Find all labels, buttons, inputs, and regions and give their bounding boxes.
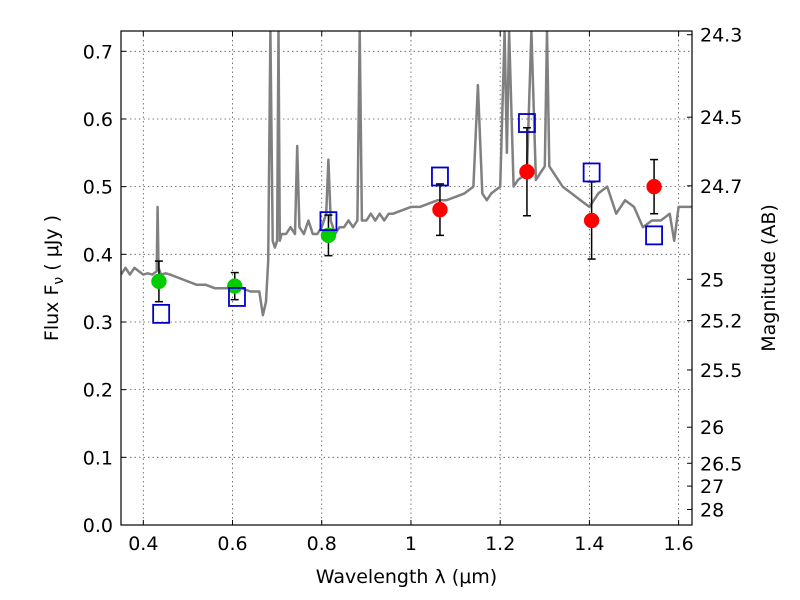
data-markers [151,113,663,324]
x-axis-label: Wavelength λ (μm) [316,566,497,588]
data-point-circle [320,227,337,244]
plot-frame [120,30,693,526]
data-point-circle [227,278,243,294]
y-axis-label-unit: ( μJy ) [41,215,63,277]
y2-tick-label: 24.3 [700,25,742,47]
x-tick-label: 1.4 [574,533,604,555]
y2-axis-label: Magnitude (AB) [758,204,780,352]
y-tick-label: 0.1 [83,447,113,469]
y2-tick-label: 26 [700,417,724,439]
y-tick-label: 0.3 [83,312,113,334]
axis-ticks: 0.4 0.6 0.8 1 1.2 1.4 1.6 0.0 0.1 0.2 0.3 0.4 0.5 0.6… [83,25,743,555]
y2-tick-label: 25.5 [700,360,742,382]
data-point-circle [432,201,448,218]
data-point-square [431,166,449,187]
y2-tick-label: 24.7 [700,176,742,198]
y-tick-label: 0.5 [83,177,113,199]
x-tick-label: 1.2 [485,533,515,555]
model-spectrum-line [121,31,692,317]
y2-tick-label: 24.5 [700,107,742,129]
data-point-circle [583,212,600,229]
y2-tick-label: 26.5 [700,453,742,475]
y-axis-label-sub: ν [51,277,67,285]
x-tick-label: 0.4 [128,533,158,555]
x-tick-label: 0.8 [307,533,337,555]
data-point-circle [151,273,167,290]
data-point-square [319,211,338,232]
y-tick-label: 0.6 [83,109,113,131]
y-tick-label: 0.2 [83,380,113,402]
data-point-square [645,225,663,246]
data-point-circle [646,178,662,195]
data-point-circle [519,164,535,180]
grid [121,31,692,525]
x-tick-label: 1 [405,533,417,555]
y-tick-label: 0.0 [83,515,113,537]
y-axis-label: Flux Fν ( μJy ) [41,215,67,341]
data-point-square [582,162,601,183]
y-tick-label: 0.7 [83,41,113,63]
model-spectrum [121,31,692,317]
y2-tick-label: 27 [700,476,724,498]
y-tick-label: 0.4 [83,244,113,266]
y2-tick-label: 28 [700,500,724,522]
x-tick-label: 1.6 [664,533,694,555]
y2-tick-label: 25.2 [700,311,742,333]
data-point-square [228,287,246,307]
y-axis-label-main: Flux F [41,285,63,341]
data-point-square [152,303,171,324]
y2-tick-label: 25 [700,269,724,291]
x-tick-label: 0.6 [217,533,247,555]
data-point-square [518,113,536,133]
